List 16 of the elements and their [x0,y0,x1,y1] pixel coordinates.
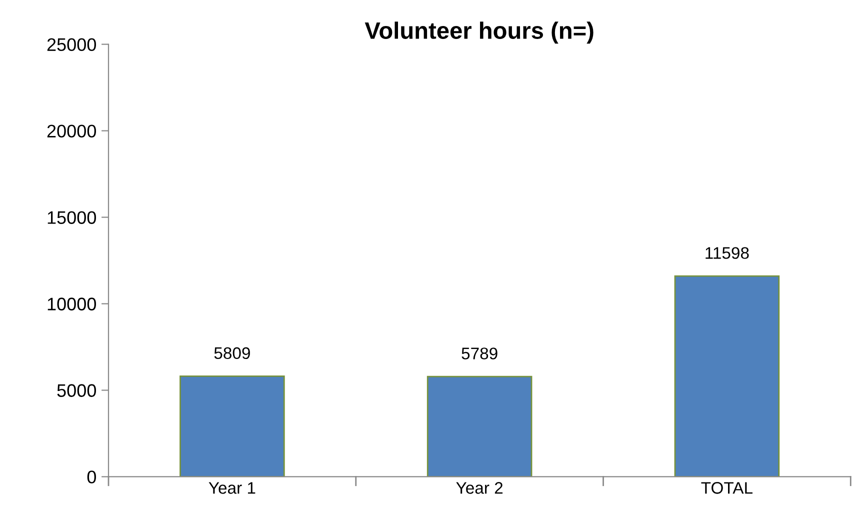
bar [180,376,285,477]
x-tick-label: Year 1 [208,482,256,494]
y-tick-label: 15000 [48,211,96,224]
y-tick-label: 10000 [48,298,96,310]
x-tick-label: Year 2 [456,482,503,494]
y-tick-label: 20000 [47,124,96,138]
y-tick-label: 25000 [47,38,96,52]
data-label: 5789 [462,348,498,360]
chart-title: Volunteer hours (n=) [364,22,594,44]
data-label: 5809 [214,347,250,360]
y-tick-label: 5000 [57,384,96,397]
bar [674,275,780,477]
data-label: 11598 [706,247,749,259]
bar [426,376,532,477]
y-tick-label: 0 [87,470,96,484]
x-tick-label: TOTAL [701,482,752,494]
